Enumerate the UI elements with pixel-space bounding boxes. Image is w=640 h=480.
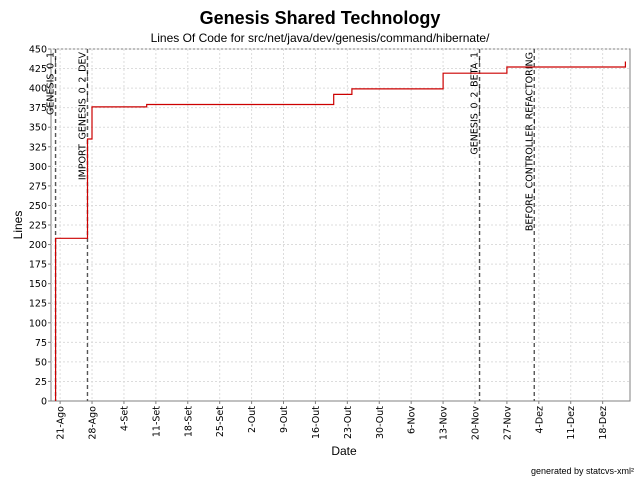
x-tick-label: 21-Ago [56,406,67,440]
y-axis-title: Lines [11,211,25,240]
x-tick-label: 2-Out [247,406,258,433]
x-tick-label: 27-Nov [502,406,513,440]
y-tick-label: 225 [29,221,47,232]
y-tick-label: 150 [29,279,47,290]
x-tick-label: 4-Dez [534,406,545,434]
series-layer [55,61,626,401]
y-tick-label: 325 [29,142,47,153]
x-tick-label: 11-Set [151,406,162,437]
version-marker-label: GENESIS_0_1 [46,52,57,115]
x-tick-label: 9-Out [279,406,290,433]
y-tick-label: 0 [41,397,47,408]
y-tick-label: 200 [29,240,47,251]
x-axis-title: Date [331,444,357,458]
chart-title: Genesis Shared Technology [200,8,441,28]
x-tick-label: 20-Nov [470,406,481,440]
version-marker-label: GENESIS_0_2_BETA_1 [470,52,481,155]
y-tick-label: 450 [29,45,47,56]
x-tick-label: 11-Dez [566,406,577,440]
x-tick-label: 6-Nov [407,406,418,434]
y-tick-label: 400 [29,84,47,95]
chart-subtitle: Lines Of Code for src/net/java/dev/genes… [151,31,491,45]
x-tick-label: 16-Out [311,406,322,439]
x-tick-label: 4-Set [119,406,130,431]
x-tick-label: 18-Set [183,406,194,437]
y-tick-label: 275 [29,181,47,192]
version-marker-label: IMPORT_GENESIS_0_2_DEV [77,52,88,181]
y-tick-label: 125 [29,299,47,310]
y-axis: 0 25 50 75 100 125 150 175 200 225 250 275 300 325 350… [29,45,51,408]
loc-series-line [55,61,626,401]
footer-credit: generated by statcvs-xml² [531,466,634,476]
x-tick-label: 23-Out [343,406,354,439]
version-marker-label: BEFORE_CONTROLLER_REFACTORING [524,52,535,231]
y-tick-label: 300 [29,162,47,173]
y-tick-label: 75 [35,338,47,349]
y-tick-label: 375 [29,103,47,114]
y-tick-label: 425 [29,64,47,75]
grid-layer [51,48,630,401]
y-tick-label: 175 [29,260,47,271]
x-tick-label: 13-Nov [439,406,450,440]
x-tick-label: 25-Set [215,406,226,437]
x-tick-label: 30-Out [375,406,386,439]
y-tick-label: 250 [29,201,47,212]
y-tick-label: 350 [29,123,47,134]
y-tick-label: 50 [35,357,47,368]
y-tick-label: 100 [29,318,47,329]
x-tick-label: 28-Ago [88,406,99,440]
x-axis: 21-Ago 28-Ago 4-Set 11-Set 18-Set 25-Set 2-Out… [56,401,609,440]
y-tick-label: 25 [35,377,47,388]
x-tick-label: 18-Dez [598,406,609,440]
